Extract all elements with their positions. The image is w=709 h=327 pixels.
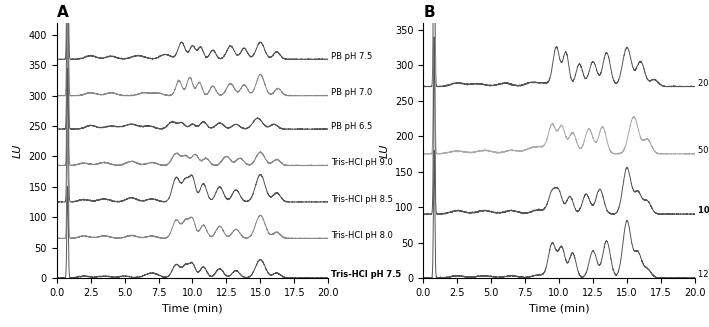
Text: PB pH 7.0: PB pH 7.0 <box>331 88 372 97</box>
Text: B: B <box>423 5 435 20</box>
X-axis label: Time (min): Time (min) <box>162 303 223 313</box>
Text: Tris-HCl pH 9.0: Tris-HCl pH 9.0 <box>331 158 393 167</box>
Text: 50 mM: 50 mM <box>698 146 709 155</box>
Y-axis label: LU: LU <box>379 143 389 158</box>
Text: Tris-HCl pH 7.5: Tris-HCl pH 7.5 <box>331 270 401 279</box>
Text: 100 mM: 100 mM <box>698 206 709 215</box>
Y-axis label: LU: LU <box>13 143 23 158</box>
Text: Tris-HCl pH 8.0: Tris-HCl pH 8.0 <box>331 231 393 240</box>
Text: PB pH 6.5: PB pH 6.5 <box>331 122 372 130</box>
Text: A: A <box>57 5 69 20</box>
Text: 125 mM: 125 mM <box>698 270 709 279</box>
X-axis label: Time (min): Time (min) <box>529 303 589 313</box>
Text: 20 mM: 20 mM <box>698 78 709 88</box>
Text: Tris-HCl pH 8.5: Tris-HCl pH 8.5 <box>331 195 393 203</box>
Text: PB pH 7.5: PB pH 7.5 <box>331 52 372 61</box>
